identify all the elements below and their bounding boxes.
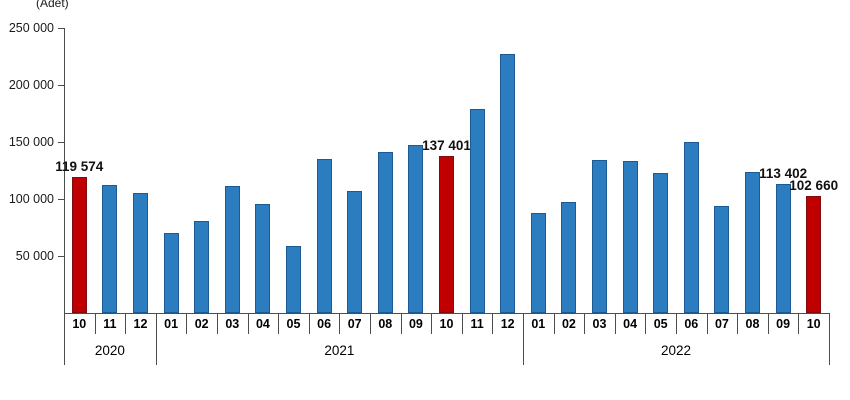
x-tick-month-2020-12: 12 xyxy=(133,317,148,331)
y-tick-label: 150 000 xyxy=(8,135,54,149)
bar-2022-02 xyxy=(561,202,577,313)
x-tick-month-2021-03: 03 xyxy=(225,317,240,331)
bar-2021-08 xyxy=(377,152,393,313)
bar-2021-02 xyxy=(194,220,210,313)
bar-2022-06 xyxy=(683,142,699,313)
y-tick-mark xyxy=(58,142,64,143)
x-tick-month-2022-02: 02 xyxy=(561,317,576,331)
bar-value-label-2022-10: 102 660 xyxy=(789,177,839,193)
y-tick-label: 100 000 xyxy=(8,192,54,206)
month-separator xyxy=(645,313,647,334)
x-year-label-2020: 2020 xyxy=(94,343,125,358)
x-tick-month-2021-01: 01 xyxy=(164,317,179,331)
x-tick-month-2022-08: 08 xyxy=(745,317,760,331)
bar-2021-12 xyxy=(500,54,516,313)
x-tick-month-2022-06: 06 xyxy=(684,317,699,331)
y-tick-label: 200 000 xyxy=(8,78,54,92)
bar-2022-05 xyxy=(653,172,669,313)
bar-2020-12 xyxy=(133,193,148,313)
bar-2022-03 xyxy=(592,160,607,313)
bar-2022-01 xyxy=(530,212,546,313)
month-separator xyxy=(217,313,218,334)
x-tick-month-2022-10: 10 xyxy=(806,317,821,331)
bar-value-label-2021-10: 137 401 xyxy=(422,138,471,154)
bar-2022-07 xyxy=(714,205,730,313)
bar-2021-05 xyxy=(286,245,301,313)
year-separator xyxy=(155,313,157,365)
x-tick-month-2021-10: 10 xyxy=(439,317,454,331)
x-tick-month-2022-04: 04 xyxy=(623,317,638,331)
x-tick-month-2022-09: 09 xyxy=(776,317,791,331)
bar-value-label-2020-10: 119 574 xyxy=(55,158,104,174)
x-tick-month-2022-07: 07 xyxy=(714,317,729,331)
y-axis-unit-label: (Adet) xyxy=(36,0,69,10)
month-separator xyxy=(798,313,800,334)
bar-2021-09 xyxy=(408,145,424,313)
year-separator xyxy=(829,313,830,365)
month-separator xyxy=(400,313,402,334)
x-tick-month-2020-11: 11 xyxy=(103,317,117,331)
x-tick-month-2021-02: 02 xyxy=(194,317,209,331)
x-tick-month-2021-05: 05 xyxy=(286,317,301,331)
y-tick-mark xyxy=(58,28,64,29)
bar-2022-09 xyxy=(775,183,791,313)
month-separator xyxy=(125,313,127,334)
month-separator xyxy=(676,313,677,334)
x-tick-month-2021-06: 06 xyxy=(317,317,332,331)
month-separator xyxy=(706,313,708,334)
y-tick-mark xyxy=(58,85,64,86)
month-separator xyxy=(186,313,188,334)
month-separator xyxy=(767,313,769,334)
x-tick-month-2021-12: 12 xyxy=(500,317,515,331)
bar-value-label-2022-09: 113 402 xyxy=(759,165,808,181)
x-tick-month-2022-01: 01 xyxy=(531,317,546,331)
bar-2022-10 xyxy=(806,195,822,313)
y-tick-label: 50 000 xyxy=(15,249,54,263)
x-tick-month-2021-07: 07 xyxy=(347,317,362,331)
x-year-label-2022: 2022 xyxy=(660,343,692,358)
year-separator xyxy=(523,313,524,365)
bar-2021-06 xyxy=(316,159,332,313)
month-separator xyxy=(339,313,341,334)
bar-2021-03 xyxy=(224,186,240,313)
month-separator xyxy=(431,313,433,334)
x-tick-month-2021-11: 11 xyxy=(470,317,484,331)
bar-2020-10 xyxy=(71,176,87,313)
x-axis-line xyxy=(64,313,829,314)
month-separator xyxy=(370,313,371,334)
y-tick-mark xyxy=(58,199,64,200)
month-separator xyxy=(492,313,494,334)
month-separator xyxy=(614,313,616,334)
bar-2021-11 xyxy=(469,108,485,313)
x-tick-month-2022-05: 05 xyxy=(653,317,668,331)
x-year-label-2021: 2021 xyxy=(324,343,355,358)
bar-2022-04 xyxy=(622,161,638,313)
bar-2021-07 xyxy=(347,191,363,313)
month-separator xyxy=(461,313,463,334)
month-separator xyxy=(308,313,310,334)
bar-2021-10 xyxy=(439,156,454,313)
month-separator xyxy=(278,313,280,334)
bar-2021-04 xyxy=(255,203,271,313)
bar-2020-11 xyxy=(102,185,118,313)
bar-2022-08 xyxy=(745,171,760,313)
month-separator xyxy=(737,313,739,334)
x-tick-month-2022-03: 03 xyxy=(592,317,607,331)
x-tick-month-2021-09: 09 xyxy=(408,317,423,331)
x-tick-month-2021-04: 04 xyxy=(255,317,270,331)
x-tick-month-2021-08: 08 xyxy=(378,317,393,331)
month-separator xyxy=(584,313,586,334)
bar-2021-01 xyxy=(163,233,179,313)
month-separator xyxy=(94,313,96,334)
month-separator xyxy=(247,313,249,334)
month-separator xyxy=(553,313,555,334)
x-tick-month-2020-10: 10 xyxy=(72,317,87,331)
y-tick-mark xyxy=(58,256,64,257)
y-axis-line xyxy=(64,28,65,365)
y-tick-label: 250 000 xyxy=(8,21,54,35)
